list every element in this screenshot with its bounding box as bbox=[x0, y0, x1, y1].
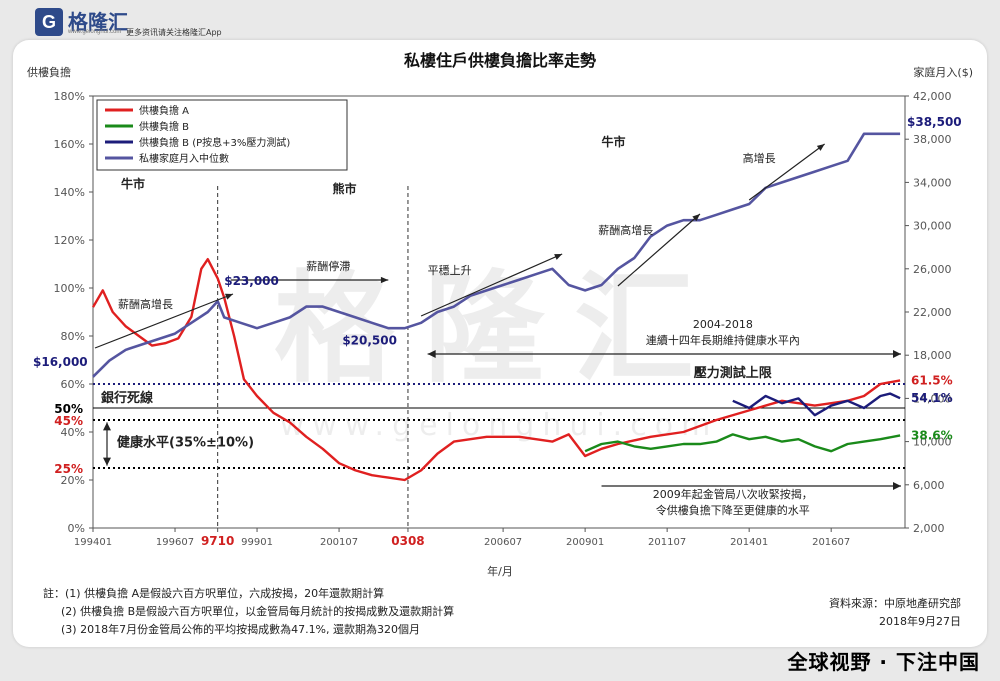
y-left-tick-label: 40% bbox=[61, 426, 85, 439]
series-line bbox=[92, 132, 901, 378]
x-tick-label: 200107 bbox=[320, 537, 358, 548]
range-arrow-head-left bbox=[427, 350, 436, 358]
x-tick-label: 201401 bbox=[730, 537, 768, 548]
series-line bbox=[732, 392, 901, 417]
source-text: 資料來源：中原地產研究部 bbox=[829, 597, 961, 610]
x-tick-label: 199607 bbox=[156, 537, 194, 548]
logo-text: 格隆汇 bbox=[68, 10, 128, 34]
reference-label: 50% bbox=[54, 402, 83, 416]
range-title: 2004-2018 bbox=[693, 318, 753, 331]
hkma-note-1: 2009年起金管局八次收緊按揭， bbox=[653, 487, 813, 501]
y-left-tick-label: 120% bbox=[54, 234, 85, 247]
end-label-red: 61.5% bbox=[911, 373, 953, 387]
logo-url: www.gelonghui.com bbox=[68, 29, 122, 35]
note-3: (3) 2018年7月份金管局公佈的平均按揭成數為47.1%, 還款期為320個… bbox=[61, 623, 421, 636]
steady-rise-arrow bbox=[420, 253, 563, 317]
legend-label: 私樓家庭月入中位數 bbox=[139, 152, 229, 165]
income-label-38500: $38,500 bbox=[907, 115, 962, 129]
x-tick-label: 99901 bbox=[241, 537, 273, 548]
top-bar: G 格隆汇 www.gelonghui.com 更多资讯请关注格隆汇App bbox=[0, 0, 1000, 44]
bear-market-label: 熊市 bbox=[332, 181, 356, 196]
y-right-tick-label: 42,000 bbox=[913, 90, 952, 103]
arrow-head bbox=[816, 144, 825, 151]
y-right-tick-label: 26,000 bbox=[913, 263, 952, 276]
salary-high-arrow bbox=[94, 293, 234, 349]
y-right-tick-label: 10,000 bbox=[913, 436, 952, 449]
y-right-tick-label: 22,000 bbox=[913, 306, 952, 319]
y-right-tick-label: 38,000 bbox=[913, 133, 952, 146]
end-label-green: 38.6% bbox=[911, 428, 953, 442]
arrow-head bbox=[225, 293, 233, 300]
chart-card: 格隆汇 www.gelonghui.com 私樓住戶供樓負擔比率走勢 供樓負擔 家庭月入… bbox=[13, 40, 987, 647]
y-left-tick-label: 60% bbox=[61, 378, 85, 391]
y-left-tick-label: 80% bbox=[61, 330, 85, 343]
y-right-tick-label: 30,000 bbox=[913, 220, 952, 233]
stress-test-label: 壓力測試上限 bbox=[694, 365, 773, 381]
y-right-tick-label: 2,000 bbox=[913, 522, 945, 535]
reference-label: 45% bbox=[54, 414, 83, 428]
logo-icon: G bbox=[35, 8, 63, 36]
x-tick-label: 9710 bbox=[201, 534, 234, 548]
y-right-tick-label: 14,000 bbox=[913, 392, 952, 405]
healthy-arrow-top bbox=[103, 422, 111, 431]
hkma-note-2: 令供樓負擔下降至更健康的水平 bbox=[656, 503, 810, 517]
y-left-tick-label: 180% bbox=[54, 90, 85, 103]
y-left-tick-label: 100% bbox=[54, 282, 85, 295]
range-text: 連續十四年長期維持健康水平內 bbox=[646, 333, 800, 347]
healthy-label: 健康水平(35%±10%) bbox=[117, 434, 254, 450]
bull-market-label-2: 牛市 bbox=[602, 134, 626, 149]
legend-label: 供樓負擔 B bbox=[139, 120, 189, 133]
bull-market-label: 牛市 bbox=[121, 176, 145, 191]
note-1: 註：(1) 供樓負擔 A是假設六百方呎單位，六成按揭，20年還款期計算 bbox=[43, 587, 385, 600]
steady-rise-label: 平穩上升 bbox=[428, 263, 472, 277]
y-left-tick-label: 160% bbox=[54, 138, 85, 151]
x-tick-label: 199401 bbox=[74, 537, 112, 548]
bottom-slogan: 全球视野 · 下注中国 bbox=[787, 650, 980, 674]
y-right-label: 家庭月入($) bbox=[913, 65, 973, 79]
arrow-head bbox=[692, 214, 700, 222]
series-line bbox=[584, 433, 901, 453]
salary-high2-arrow bbox=[617, 213, 701, 287]
watermark-text: 格隆汇 bbox=[274, 260, 724, 399]
note-2: (2) 供樓負擔 B是假設六百方呎單位，以金管局每月統計的按揭成數及還款期計算 bbox=[61, 605, 455, 618]
bank-deadline-label: 銀行死線 bbox=[101, 390, 154, 406]
healthy-arrow-bottom bbox=[103, 457, 111, 466]
y-right-tick-label: 34,000 bbox=[913, 176, 952, 189]
salary-high-label: 薪酬高增長 bbox=[118, 297, 173, 311]
legend-label: 供樓負擔 A bbox=[139, 104, 189, 117]
income-label-16000: $16,000 bbox=[33, 355, 88, 369]
y-left-tick-label: 20% bbox=[61, 474, 85, 487]
salary-high2-label: 薪酬高增長 bbox=[598, 223, 653, 237]
x-tick-label: 201607 bbox=[812, 537, 850, 548]
header-slogan: 更多资讯请关注格隆汇App bbox=[126, 28, 222, 37]
end-label-navy: 54.1% bbox=[911, 391, 953, 405]
x-tick-label: 0308 bbox=[391, 534, 424, 548]
arrow-head bbox=[554, 254, 563, 260]
income-label-20500: $20,500 bbox=[342, 333, 397, 347]
y-right-tick-label: 6,000 bbox=[913, 479, 945, 492]
legend-box bbox=[96, 99, 348, 171]
y-left-label: 供樓負擔 bbox=[27, 65, 71, 79]
high-growth-label: 高增長 bbox=[743, 151, 776, 165]
y-left-tick-label: 0% bbox=[68, 522, 85, 535]
x-tick-label: 201107 bbox=[648, 537, 686, 548]
date-text: 2018年9月27日 bbox=[879, 615, 961, 628]
x-tick-label: 200607 bbox=[484, 537, 522, 548]
salary-stagnant-label: 薪酬停滯 bbox=[306, 259, 350, 273]
arrow-head bbox=[380, 276, 389, 284]
x-tick-label: 200901 bbox=[566, 537, 604, 548]
y-left-tick-label: 140% bbox=[54, 186, 85, 199]
income-label-23000: $23,000 bbox=[224, 274, 279, 288]
chart-title: 私樓住戶供樓負擔比率走勢 bbox=[404, 51, 596, 70]
hkma-arrow-head bbox=[893, 482, 901, 490]
high-growth-arrow bbox=[748, 143, 825, 201]
reference-label: 25% bbox=[54, 462, 83, 476]
legend-label: 供樓負擔 B (P按息+3%壓力測試) bbox=[139, 136, 290, 149]
x-axis-label: 年/月 bbox=[487, 564, 513, 578]
y-right-tick-label: 18,000 bbox=[913, 349, 952, 362]
range-arrow-head-right bbox=[893, 350, 901, 358]
